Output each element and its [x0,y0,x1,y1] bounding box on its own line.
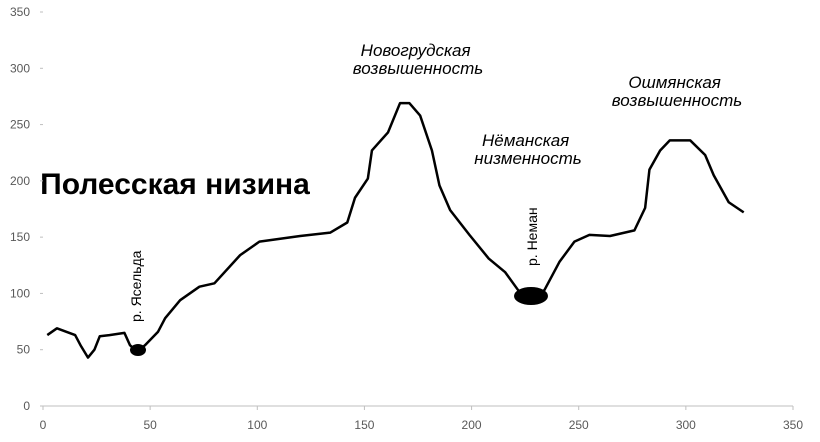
x-tick-label: 0 [40,418,47,432]
annotation: Нёманская низменность [474,131,581,168]
y-tick-label: 150 [10,230,30,244]
y-tick-label: 50 [17,343,31,357]
annotation: Полесская низина [40,168,310,201]
x-tick-label: 100 [247,418,267,432]
annotation: р. Неман [524,207,540,266]
y-tick-label: 0 [23,399,30,413]
x-tick-label: 200 [462,418,482,432]
annotation: Ошмянская возвышенность [612,73,742,110]
line [46,101,745,359]
annotation: Новогрудская возвышенность [353,41,483,78]
y-tick-label: 300 [10,61,30,75]
y-tick-label: 350 [10,5,30,19]
y-tick-label: 200 [10,174,30,188]
x-tick-label: 250 [569,418,589,432]
x-tick-label: 50 [143,418,157,432]
y-tick-label: 100 [10,286,30,300]
x-tick-label: 300 [676,418,696,432]
x-tick-label: 350 [783,418,803,432]
y-tick-label: 250 [10,118,30,132]
river-mark [514,287,548,305]
annotation: р. Ясельда [128,250,144,322]
x-tick-label: 150 [354,418,374,432]
